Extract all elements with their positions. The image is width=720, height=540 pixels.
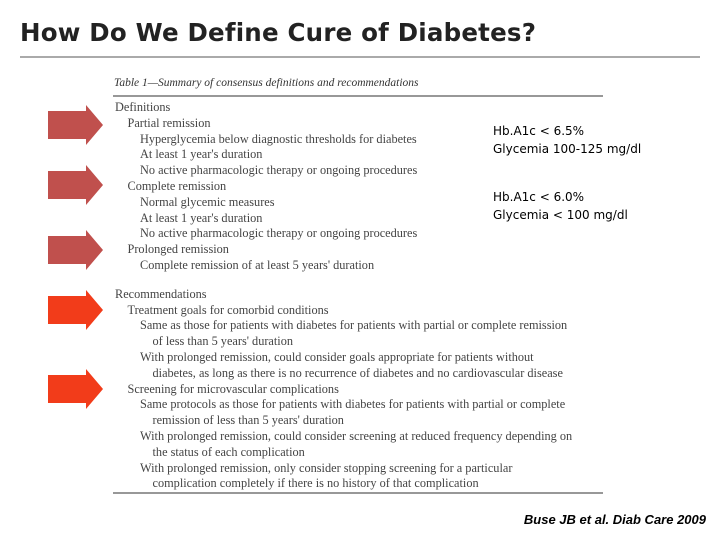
- table-row: No active pharmacologic therapy or ongoi…: [140, 226, 418, 241]
- table-row: At least 1 year's duration: [140, 147, 263, 162]
- arrow: [48, 165, 103, 205]
- table-row: Same protocols as those for patients wit…: [140, 397, 566, 412]
- table-row: Complete remission: [127, 179, 227, 193]
- table-row: Partial remission: [127, 115, 211, 130]
- citation: Buse JB et al. Diab Care 2009: [523, 512, 706, 527]
- table-row: Complete remission of at least 5 years' …: [140, 258, 375, 272]
- table-row: Same as those for patients with diabetes…: [140, 318, 568, 333]
- arrow: [48, 290, 103, 330]
- table-row: remission of less than 5 years' duration: [152, 413, 344, 428]
- table-row: of less than 5 years' duration: [152, 334, 294, 349]
- arrow: [48, 105, 103, 145]
- table-row: With prolonged remission, could consider…: [140, 350, 534, 364]
- annotation: Glycemia 100-125 mg/dl: [493, 142, 642, 156]
- table-row: At least 1 year's duration: [140, 210, 263, 225]
- table-row: Screening for microvascular complication…: [127, 381, 339, 396]
- table-row: With prolonged remission, only consider …: [140, 460, 513, 475]
- table-row: Definitions: [115, 100, 171, 114]
- table-row: complication completely if there is no h…: [152, 476, 479, 491]
- arrow: [48, 369, 103, 409]
- table-row: Prolonged remission: [127, 242, 229, 257]
- arrow: [48, 230, 103, 270]
- table-row: Treatment goals for comorbid conditions: [127, 302, 329, 317]
- table-row: With prolonged remission, could consider…: [140, 429, 573, 443]
- table-row: No active pharmacologic therapy or ongoi…: [140, 163, 418, 178]
- annotation: Glycemia < 100 mg/dl: [493, 208, 628, 222]
- table-row: Normal glycemic measures: [140, 194, 275, 209]
- annotation: Hb.A1c < 6.5%: [493, 124, 585, 138]
- table-row: diabetes, as long as there is no recurre…: [152, 365, 563, 380]
- table-row: Hyperglycemia below diagnostic threshold…: [140, 131, 417, 146]
- annotation: Hb.A1c < 6.0%: [493, 190, 585, 204]
- slide-title: How Do We Define Cure of Diabetes?: [20, 18, 537, 47]
- table-row: Recommendations: [115, 286, 207, 301]
- table-row: the status of each complication: [152, 444, 305, 459]
- table-caption: Table 1—Summary of consensus definitions…: [114, 77, 419, 89]
